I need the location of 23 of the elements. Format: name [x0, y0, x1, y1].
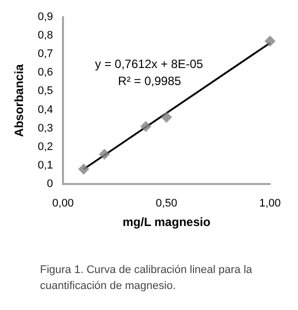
- y-tick-label: 0,6: [38, 66, 53, 79]
- y-tick-label: 0,3: [38, 122, 53, 134]
- y-tick-label: 0,9: [38, 11, 53, 23]
- y-tick-label: 0,5: [38, 85, 53, 98]
- y-tick-label: 0,1: [38, 159, 53, 172]
- y-tick-label: 0,8: [38, 30, 53, 42]
- x-axis-title: mg/L magnesio: [122, 215, 210, 229]
- annotation: y = 0,7612x + 8E-05: [95, 57, 204, 71]
- point: [98, 148, 110, 160]
- y-tick-label: 0: [46, 178, 53, 190]
- point: [140, 120, 152, 132]
- point: [161, 112, 172, 123]
- point: [78, 164, 90, 175]
- y-tick-label: 0,2: [38, 140, 53, 153]
- y-tick-label: 0,7: [38, 48, 53, 60]
- point: [264, 36, 276, 47]
- text: Figura 1. Curva de calibración lineal para la cuantificación de magnesio.: [40, 264, 256, 292]
- x-tick-label: 0,00: [52, 198, 74, 210]
- y-tick-label: 0,4: [38, 104, 53, 116]
- x-tick-label: 0,50: [156, 198, 178, 210]
- x-tick-label: 1,00: [259, 198, 281, 210]
- annotation: R² = 0,9985: [118, 74, 182, 88]
- y-axis-title: Absorbancia: [12, 64, 26, 137]
